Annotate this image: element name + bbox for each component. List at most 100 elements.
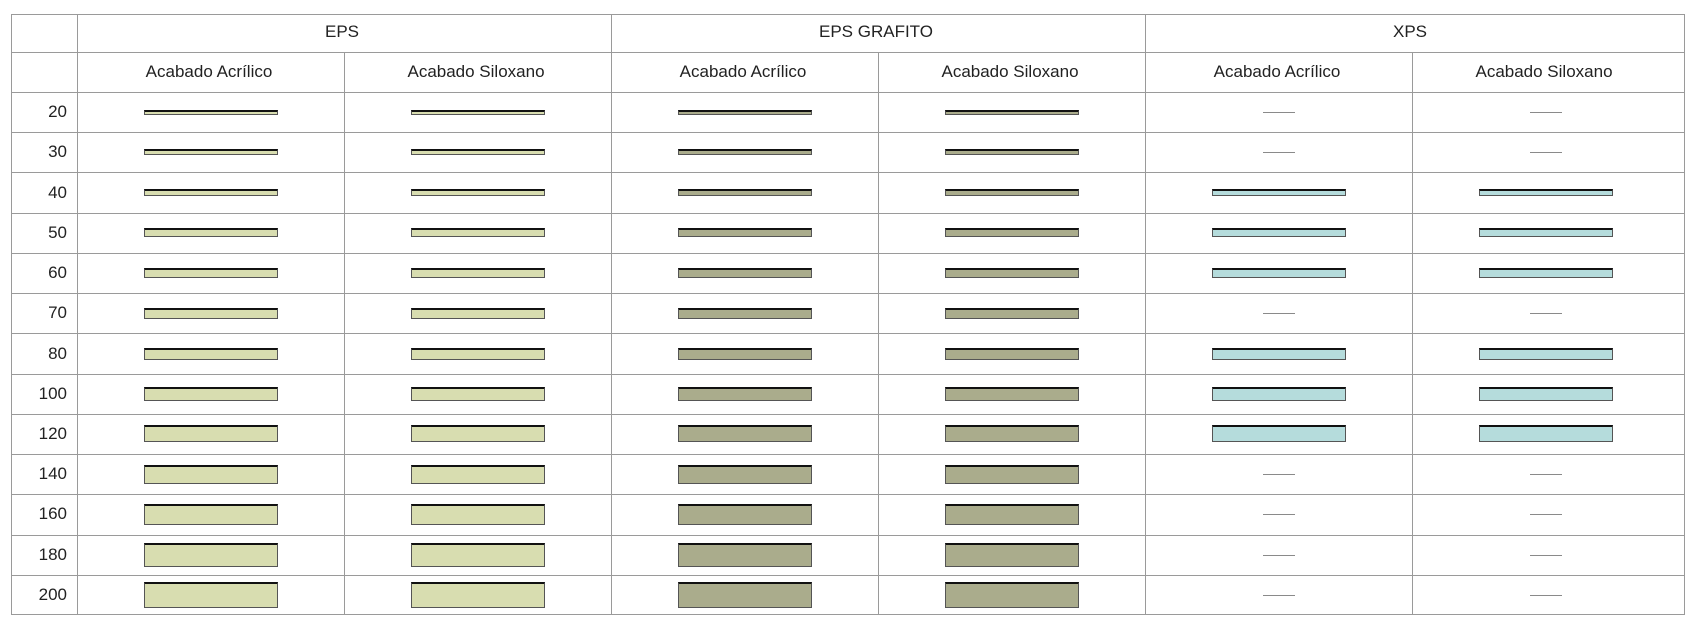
grafito-thickness-swatch [677,464,812,484]
row-divider [11,293,1685,295]
subheader-xps-acrilico: Acabado Acrílico [1213,62,1341,81]
eps-thickness-swatch [410,307,545,319]
subheader-eps-siloxano: Acabado Siloxano [407,62,545,81]
not-available-dash [1529,112,1562,114]
eps-thickness-swatch [143,268,278,279]
thickness-label: 180 [38,544,67,564]
subheader-xps-siloxano: Acabado Siloxano [1475,62,1613,81]
grafito-thickness-swatch [677,347,812,360]
eps-thickness-swatch [143,149,278,156]
thickness-label: 80 [48,343,67,363]
xps-thickness-swatch [1211,386,1346,401]
thickness-label: 120 [38,423,67,443]
xps-thickness-swatch [1478,386,1613,401]
xps-thickness-swatch [1211,228,1346,238]
eps-thickness-swatch [410,109,545,115]
grafito-thickness-swatch [677,109,812,115]
eps-thickness-swatch [410,464,545,484]
xps-thickness-swatch [1478,228,1613,238]
eps-thickness-swatch [143,386,278,401]
thickness-label: 200 [38,584,67,604]
grafito-thickness-swatch [944,307,1079,319]
thickness-label: 60 [48,263,67,283]
eps-thickness-swatch [143,109,278,115]
grafito-thickness-swatch [944,386,1079,401]
row-divider [11,373,1685,375]
grafito-thickness-swatch [944,109,1079,115]
xps-thickness-swatch [1478,189,1613,197]
not-available-dash [1529,313,1562,315]
not-available-dash [1262,152,1295,154]
grafito-thickness-swatch [944,189,1079,197]
group-header-xps: XPS [1392,22,1428,41]
thickness-label: 30 [48,142,67,162]
not-available-dash [1262,474,1295,476]
eps-thickness-swatch [410,149,545,156]
thickness-label: 100 [38,383,67,403]
grafito-thickness-swatch [944,581,1079,608]
thickness-label: 40 [48,182,67,202]
eps-thickness-swatch [143,581,278,608]
xps-thickness-swatch [1211,425,1346,443]
eps-thickness-swatch [410,228,545,238]
eps-thickness-swatch [143,542,278,567]
grafito-thickness-swatch [944,228,1079,238]
row-divider [11,132,1685,134]
eps-thickness-swatch [143,503,278,525]
not-available-dash [1262,514,1295,516]
column-divider [77,14,78,615]
row-divider [11,413,1685,415]
grafito-thickness-swatch [677,425,812,443]
eps-thickness-swatch [143,228,278,238]
row-divider [11,454,1685,456]
grafito-thickness-swatch [677,189,812,197]
eps-thickness-swatch [410,425,545,443]
thickness-label: 140 [38,464,67,484]
not-available-dash [1529,594,1562,596]
xps-thickness-swatch [1478,425,1613,443]
group-header-eps-grafito: EPS GRAFITO [819,22,933,41]
xps-thickness-swatch [1478,347,1613,360]
not-available-dash [1262,554,1295,556]
grafito-thickness-swatch [944,347,1079,360]
thickness-label: 160 [38,504,67,524]
xps-thickness-swatch [1211,347,1346,360]
subheader-grafito-siloxano: Acabado Siloxano [941,62,1079,81]
not-available-dash [1529,514,1562,516]
row-divider [11,172,1685,174]
header-divider-left [11,52,77,53]
row-divider [11,212,1685,214]
grafito-thickness-swatch [677,307,812,319]
grafito-thickness-swatch [677,386,812,401]
eps-thickness-swatch [410,386,545,401]
xps-thickness-swatch [1211,268,1346,279]
eps-thickness-swatch [143,464,278,484]
grafito-thickness-swatch [677,149,812,156]
eps-thickness-swatch [143,425,278,443]
column-divider [611,14,612,615]
header-divider [77,52,1685,53]
grafito-thickness-swatch [677,581,812,608]
grafito-thickness-swatch [677,542,812,567]
grafito-thickness-swatch [944,464,1079,484]
xps-thickness-swatch [1478,268,1613,279]
row-divider [11,534,1685,536]
eps-thickness-swatch [410,581,545,608]
eps-thickness-swatch [410,503,545,525]
not-available-dash [1529,474,1562,476]
eps-thickness-swatch [143,307,278,319]
table-border-top [11,14,1685,15]
eps-thickness-swatch [143,189,278,197]
row-divider [11,494,1685,496]
xps-thickness-swatch [1211,189,1346,197]
grafito-thickness-swatch [944,268,1079,279]
group-header-eps: EPS [324,22,360,41]
eps-thickness-swatch [410,268,545,279]
thickness-label: 20 [48,102,67,122]
not-available-dash [1262,313,1295,315]
not-available-dash [1262,594,1295,596]
grafito-thickness-swatch [677,228,812,238]
thickness-label: 70 [48,303,67,323]
not-available-dash [1262,112,1295,114]
thickness-label: 50 [48,222,67,242]
